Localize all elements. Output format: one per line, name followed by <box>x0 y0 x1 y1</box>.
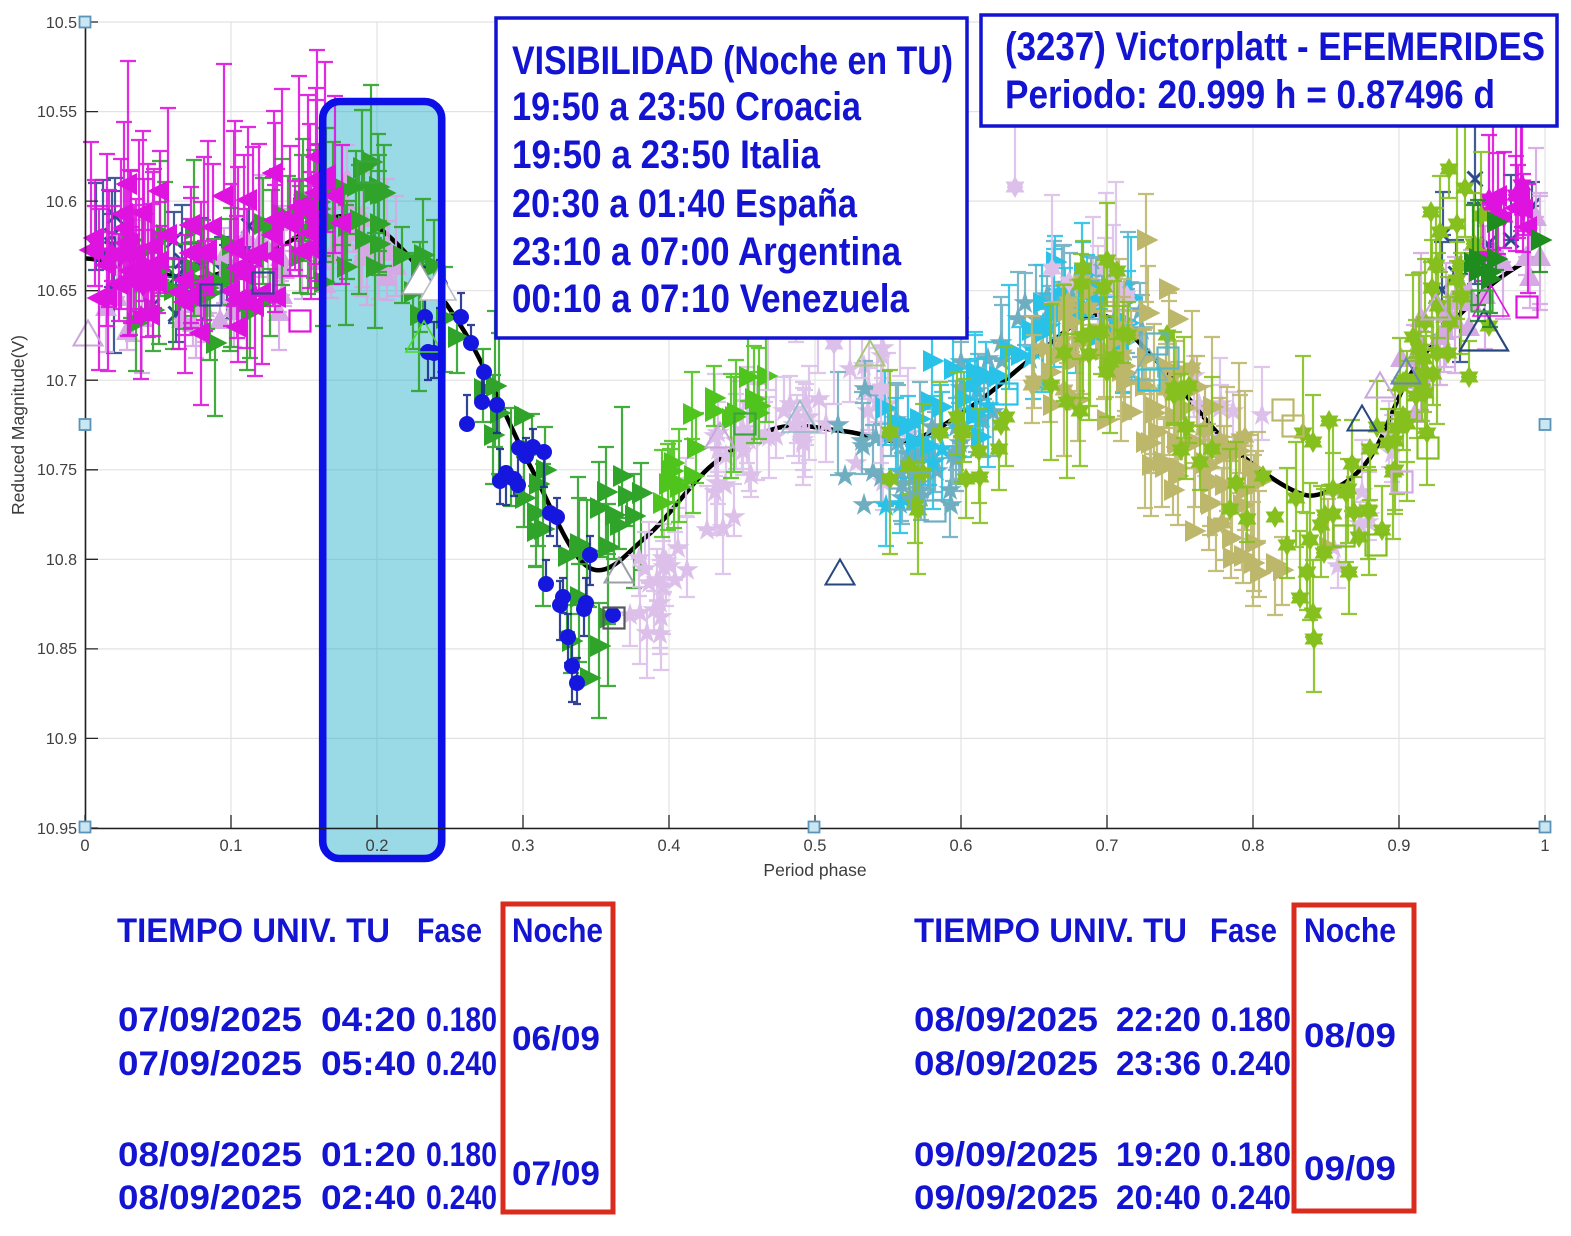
svg-text:07/09/2025: 07/09/2025 <box>118 1045 302 1083</box>
svg-text:02:40: 02:40 <box>321 1179 416 1217</box>
svg-text:Periodo: 20.999 h = 0.87496 d: Periodo: 20.999 h = 0.87496 d <box>1005 73 1495 117</box>
svg-text:23:36: 23:36 <box>1116 1045 1201 1083</box>
svg-text:0.5: 0.5 <box>804 837 827 855</box>
svg-text:08/09/2025: 08/09/2025 <box>914 1045 1098 1083</box>
svg-text:(3237) Victorplatt - EFEMERIDE: (3237) Victorplatt - EFEMERIDES <box>1005 25 1545 69</box>
svg-text:19:50 a 23:50 Italia: 19:50 a 23:50 Italia <box>512 133 821 177</box>
svg-text:08/09/2025: 08/09/2025 <box>118 1136 302 1174</box>
svg-text:09/09/2025: 09/09/2025 <box>914 1136 1098 1174</box>
svg-text:10.5: 10.5 <box>46 15 77 32</box>
svg-text:04:20: 04:20 <box>321 1001 416 1039</box>
svg-text:0.240: 0.240 <box>426 1045 497 1083</box>
svg-text:00:10 a 07:10 Venezuela: 00:10 a 07:10 Venezuela <box>512 277 910 321</box>
svg-text:0: 0 <box>80 837 89 855</box>
svg-text:TIEMPO UNIV. TU: TIEMPO UNIV. TU <box>117 912 390 950</box>
svg-text:0.240: 0.240 <box>1211 1045 1291 1083</box>
svg-text:08/09/2025: 08/09/2025 <box>118 1179 302 1217</box>
svg-text:0.7: 0.7 <box>1096 837 1119 855</box>
svg-text:06/09: 06/09 <box>512 1020 600 1058</box>
svg-text:0.180: 0.180 <box>426 1136 497 1174</box>
svg-text:10.9: 10.9 <box>46 731 77 748</box>
svg-text:10.6: 10.6 <box>46 194 77 211</box>
svg-text:08/09: 08/09 <box>1304 1017 1396 1055</box>
svg-text:10.55: 10.55 <box>37 104 77 121</box>
svg-text:22:20: 22:20 <box>1116 1001 1201 1039</box>
svg-text:TIEMPO UNIV. TU: TIEMPO UNIV. TU <box>914 912 1187 950</box>
svg-text:07/09: 07/09 <box>512 1155 600 1193</box>
svg-text:Noche: Noche <box>512 912 603 950</box>
svg-text:Reduced Magnitude(V): Reduced Magnitude(V) <box>8 335 28 515</box>
svg-text:23:10 a 07:00 Argentina: 23:10 a 07:00 Argentina <box>512 230 902 274</box>
svg-text:10.8: 10.8 <box>46 552 77 569</box>
svg-text:10.65: 10.65 <box>37 283 77 300</box>
svg-text:1: 1 <box>1540 837 1549 855</box>
svg-text:0.240: 0.240 <box>1211 1179 1291 1217</box>
svg-text:0.4: 0.4 <box>658 837 681 855</box>
svg-text:0.240: 0.240 <box>426 1179 497 1217</box>
svg-text:05:40: 05:40 <box>321 1045 416 1083</box>
svg-text:09/09: 09/09 <box>1304 1150 1396 1188</box>
svg-text:0.9: 0.9 <box>1388 837 1411 855</box>
svg-text:19:20: 19:20 <box>1116 1136 1201 1174</box>
svg-text:10.85: 10.85 <box>37 641 77 658</box>
svg-text:10.75: 10.75 <box>37 462 77 479</box>
svg-text:10.95: 10.95 <box>37 821 77 838</box>
svg-text:20:40: 20:40 <box>1116 1179 1201 1217</box>
svg-text:10.7: 10.7 <box>46 373 77 390</box>
svg-text:19:50 a 23:50 Croacia: 19:50 a 23:50 Croacia <box>512 85 862 129</box>
svg-text:07/09/2025: 07/09/2025 <box>118 1001 302 1039</box>
svg-text:0.180: 0.180 <box>1211 1136 1291 1174</box>
svg-text:08/09/2025: 08/09/2025 <box>914 1001 1098 1039</box>
svg-text:Fase: Fase <box>1210 912 1277 950</box>
svg-text:01:20: 01:20 <box>321 1136 416 1174</box>
svg-text:0.1: 0.1 <box>220 837 243 855</box>
svg-text:0.180: 0.180 <box>1211 1001 1291 1039</box>
svg-text:0.3: 0.3 <box>512 837 535 855</box>
svg-text:0.180: 0.180 <box>426 1001 497 1039</box>
svg-text:0.6: 0.6 <box>950 837 973 855</box>
svg-text:09/09/2025: 09/09/2025 <box>914 1179 1098 1217</box>
svg-text:0.8: 0.8 <box>1242 837 1265 855</box>
svg-text:20:30 a 01:40 España: 20:30 a 01:40 España <box>512 182 858 226</box>
svg-text:Period phase: Period phase <box>763 860 866 880</box>
svg-text:VISIBILIDAD (Noche en TU): VISIBILIDAD (Noche en TU) <box>512 39 953 83</box>
svg-text:Fase: Fase <box>417 912 482 950</box>
svg-text:Noche: Noche <box>1304 912 1396 950</box>
svg-text:0.2: 0.2 <box>366 837 389 855</box>
